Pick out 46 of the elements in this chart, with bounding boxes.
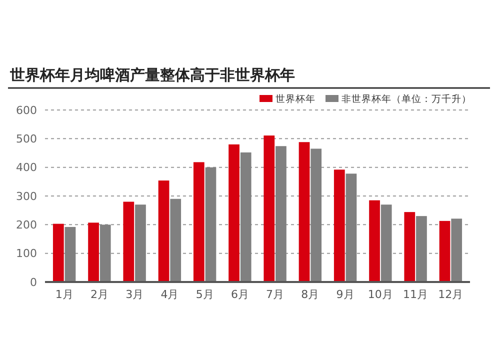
y-tick-label: 500 [16,132,37,146]
x-tick-label: 8月 [301,288,320,301]
bar [228,144,240,282]
bar [264,136,275,282]
bar [380,204,392,282]
x-tick-label: 9月 [336,288,354,301]
bar [439,220,450,282]
x-tick-label: 12月 [438,288,464,301]
bar [298,142,310,282]
x-tick-label: 3月 [126,288,144,301]
legend-label: 世界杯年 [276,93,316,105]
bar [416,216,427,282]
y-tick-label: 0 [30,276,37,289]
legend-label: 非世界杯年（单位：万千升） [342,93,472,105]
bar [123,202,134,282]
y-tick-label: 400 [16,161,37,174]
bar [193,162,204,282]
bar [135,204,146,282]
bar [346,174,357,282]
x-tick-label: 5月 [196,288,214,301]
x-tick-label: 2月 [90,288,108,301]
x-tick-label: 6月 [230,288,249,301]
x-tick-label: 7月 [266,288,284,301]
bar [170,198,182,282]
bar [310,148,322,282]
bar [240,152,252,282]
x-tick-label: 4月 [160,288,179,301]
bar [451,218,462,282]
chart-title: 世界杯年月均啤酒产量整体高于非世界杯年 [9,66,295,84]
bar [158,180,170,282]
bar [334,170,345,282]
bar [88,222,99,282]
bar [404,212,416,282]
x-tick-label: 1月 [55,288,74,301]
x-tick-label: 10月 [368,288,393,301]
y-tick-label: 100 [16,247,37,260]
bar [276,146,286,282]
y-tick-label: 300 [16,190,37,203]
bar [64,226,76,282]
y-tick-label: 600 [16,104,37,117]
bar [100,224,111,282]
bar [52,224,64,282]
bar [205,167,216,282]
bar [369,200,380,282]
x-tick-label: 11月 [403,288,428,301]
y-tick-label: 200 [16,218,37,232]
